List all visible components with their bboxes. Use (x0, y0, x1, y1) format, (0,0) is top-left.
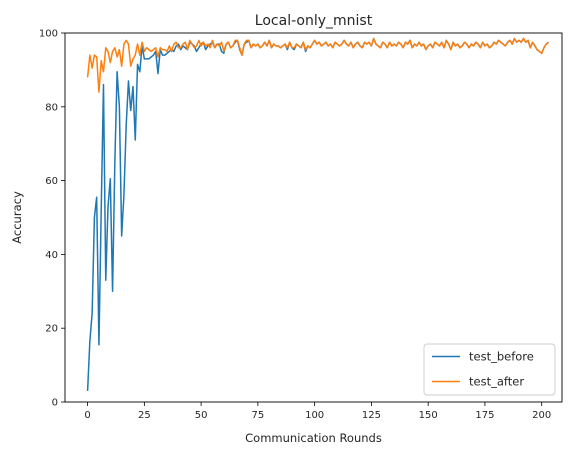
x-tick-label: 25 (138, 410, 151, 421)
x-tick-label: 75 (252, 410, 265, 421)
legend-label-test-before: test_before (469, 350, 534, 364)
y-tick-label: 20 (45, 324, 58, 335)
x-tick-label: 50 (195, 410, 208, 421)
y-axis-label: Accuracy (10, 191, 24, 244)
chart-title: Local-only_mnist (255, 13, 373, 29)
series-lines (86, 37, 549, 391)
y-tick-label: 100 (39, 29, 58, 40)
y-tick-label: 60 (45, 176, 58, 187)
x-tick-label: 150 (419, 410, 438, 421)
x-tick-label: 0 (84, 410, 90, 421)
series-line-test-after (86, 37, 549, 93)
x-tick-label: 125 (362, 410, 381, 421)
x-axis-label: Communication Rounds (245, 431, 382, 445)
y-tick-label: 40 (45, 250, 58, 261)
y-tick-label: 0 (52, 398, 58, 409)
x-tick-label: 175 (475, 410, 494, 421)
plot-frame (64, 32, 563, 403)
x-tick-label: 100 (305, 410, 324, 421)
axis-ticks: 0 25 50 75 100 125 150 175 200 0 20 40 60 80 100 (39, 29, 551, 422)
legend-label-test-after: test_after (469, 375, 524, 389)
plot-area (65, 33, 562, 402)
legend: test_before test_after (423, 343, 556, 396)
x-tick-label: 200 (532, 410, 551, 421)
y-tick-label: 80 (45, 102, 58, 113)
